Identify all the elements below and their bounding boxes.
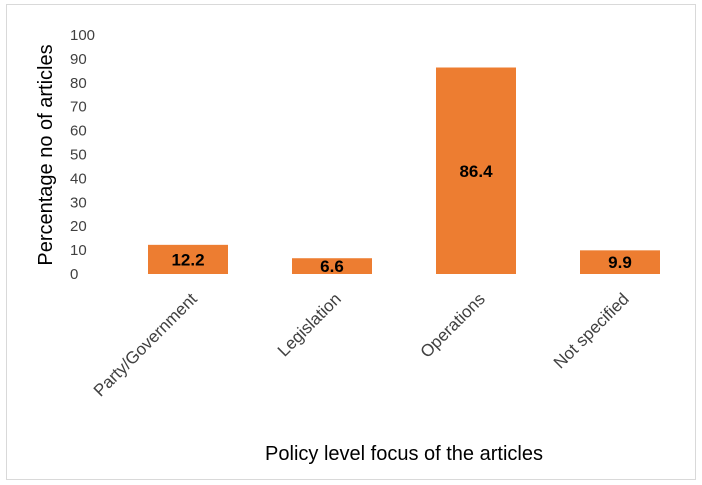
chart-frame — [6, 4, 696, 480]
data-label: 86.4 — [459, 162, 493, 181]
x-category-label: Legislation — [274, 289, 345, 360]
y-tick-label: 0 — [70, 266, 78, 283]
bar — [436, 67, 516, 274]
x-category-label: Not specified — [550, 289, 633, 372]
y-tick-label: 40 — [70, 170, 87, 187]
y-tick-label: 20 — [70, 218, 87, 235]
bar — [292, 258, 372, 274]
data-labels: 12.2 6.6 86.4 9.9 — [171, 162, 631, 276]
y-tick-labels: 0 10 20 30 40 50 60 70 80 90 100 — [70, 27, 95, 283]
bars — [148, 67, 660, 274]
y-tick-label: 10 — [70, 242, 87, 259]
x-category-labels: Party/Government Legislation Operations Not… — [90, 289, 633, 400]
y-tick-label: 50 — [70, 147, 87, 164]
y-axis-title: Percentage no of articles — [35, 44, 57, 265]
y-tick-label: 30 — [70, 194, 87, 211]
data-label: 6.6 — [320, 257, 344, 276]
y-tick-label: 100 — [70, 27, 95, 44]
data-label: 12.2 — [171, 250, 204, 269]
x-axis-title: Policy level focus of the articles — [265, 443, 543, 465]
y-tick-label: 60 — [70, 123, 87, 140]
y-tick-label: 70 — [70, 99, 87, 116]
bar — [580, 250, 660, 274]
y-tick-label: 90 — [70, 51, 87, 68]
bar — [148, 244, 228, 274]
data-label: 9.9 — [608, 253, 632, 272]
x-category-label: Operations — [417, 289, 489, 361]
y-tick-label: 80 — [70, 75, 87, 92]
x-category-label: Party/Government — [90, 289, 201, 400]
